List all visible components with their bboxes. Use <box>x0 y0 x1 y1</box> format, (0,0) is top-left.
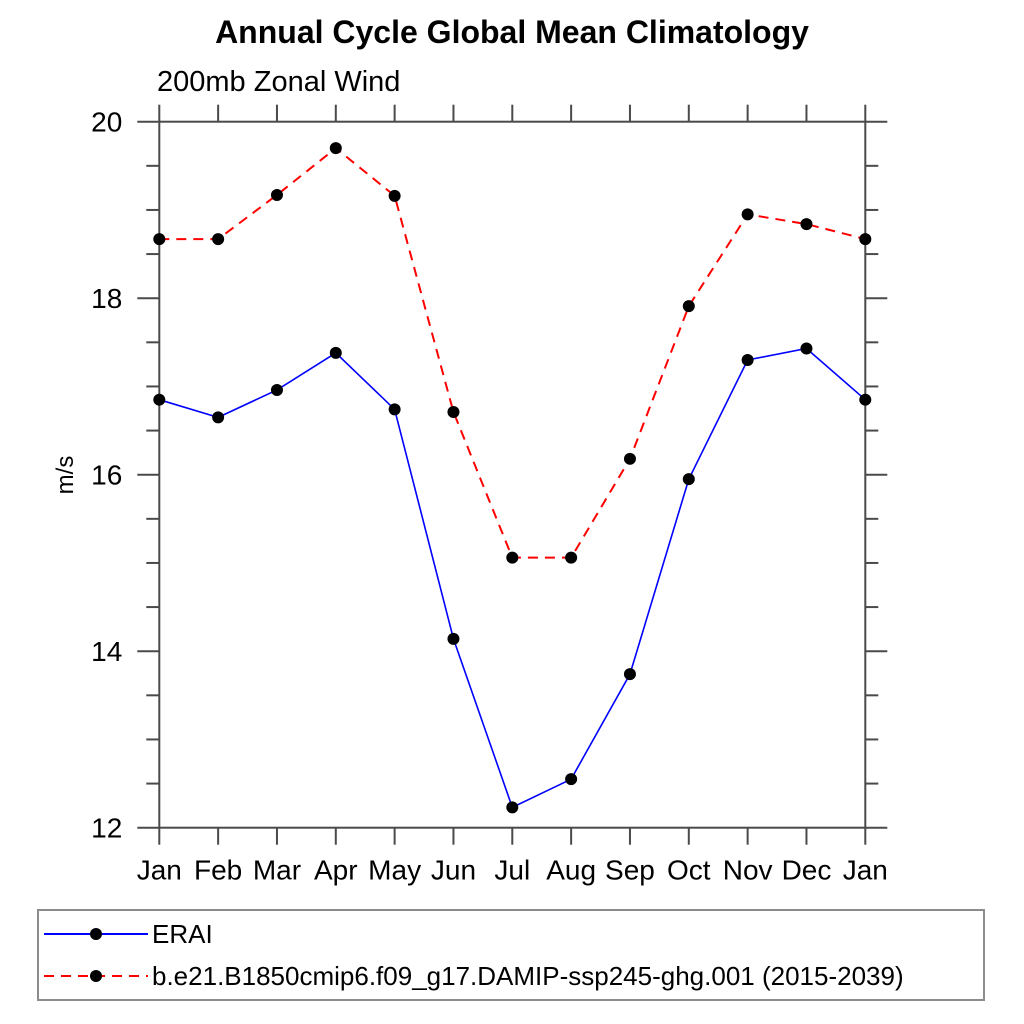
chart-subtitle: 200mb Zonal Wind <box>157 66 401 98</box>
x-tick-label: Jan <box>137 855 182 886</box>
data-point-marker <box>506 801 519 814</box>
legend-entry-model: b.e21.B1850cmip6.f09_g17.DAMIP-ssp245-gh… <box>39 955 983 997</box>
y-tick-label: 12 <box>91 813 122 844</box>
data-point-marker <box>682 300 695 313</box>
data-point-marker <box>153 233 166 246</box>
y-tick-label: 16 <box>91 460 122 491</box>
x-tick-label: Jan <box>843 855 888 886</box>
x-tick-label: May <box>368 855 421 886</box>
data-point-marker <box>800 342 813 355</box>
y-tick-label: 18 <box>91 283 122 314</box>
x-tick-label: Jul <box>494 855 530 886</box>
legend-line-sample-solid <box>44 928 148 940</box>
legend-line-sample-dashed <box>44 970 148 982</box>
data-point-marker <box>741 353 754 366</box>
data-point-marker <box>212 233 225 246</box>
data-point-marker <box>329 346 342 359</box>
plot-frame <box>158 120 867 829</box>
x-tick-label: Mar <box>253 855 301 886</box>
data-point-marker <box>329 142 342 155</box>
x-tick-label: Oct <box>667 855 711 886</box>
x-tick-label: Apr <box>314 855 358 886</box>
legend-label-model: b.e21.B1850cmip6.f09_g17.DAMIP-ssp245-gh… <box>152 960 904 991</box>
data-point-marker <box>623 452 636 465</box>
data-point-marker <box>447 632 460 645</box>
data-point-marker <box>270 383 283 396</box>
data-point-marker <box>506 551 519 564</box>
y-tick-label: 20 <box>91 107 122 138</box>
x-tick-label: Feb <box>194 855 242 886</box>
series-line-1 <box>159 146 866 559</box>
legend-label-erai: ERAI <box>152 918 213 949</box>
data-point-marker <box>623 668 636 681</box>
data-point-marker <box>270 188 283 201</box>
data-point-marker <box>800 218 813 231</box>
data-point-marker <box>565 773 578 786</box>
x-tick-label: Aug <box>546 855 596 886</box>
data-point-marker <box>212 411 225 424</box>
data-point-marker <box>388 403 401 416</box>
data-point-marker <box>859 233 872 246</box>
data-point-marker <box>447 406 460 419</box>
legend-entry-erai: ERAI <box>39 913 983 955</box>
series-line-0 <box>159 347 866 809</box>
data-point-marker <box>859 393 872 406</box>
data-point-marker <box>153 393 166 406</box>
data-point-marker <box>388 189 401 202</box>
data-point-marker <box>565 551 578 564</box>
legend-box: ERAI b.e21.B1850cmip6.f09_g17.DAMIP-ssp2… <box>37 909 985 1001</box>
data-point-marker <box>682 473 695 486</box>
data-point-marker <box>741 208 754 221</box>
chart-title: Annual Cycle Global Mean Climatology <box>215 14 809 50</box>
x-tick-label: Sep <box>605 855 655 886</box>
y-tick-label: 14 <box>91 636 122 667</box>
x-tick-label: Jun <box>431 855 476 886</box>
x-tick-label: Dec <box>782 855 832 886</box>
x-tick-label: Nov <box>723 855 773 886</box>
